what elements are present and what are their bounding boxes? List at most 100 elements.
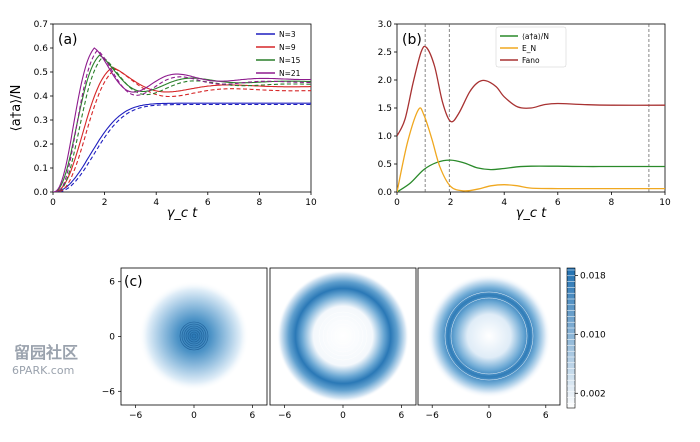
panel-b-ytick-label: 2.0 bbox=[378, 76, 393, 86]
heatmap-1-xtick-label: −6 bbox=[129, 411, 143, 421]
series-b2-line bbox=[397, 107, 665, 192]
series-n9-line bbox=[53, 66, 311, 192]
panel-a-xlabel: γ_c t bbox=[167, 206, 198, 221]
contour-line bbox=[326, 319, 360, 353]
panel-a-ticks: 0 2 4 6 8 10 0.0 0.1 0.2 0.3 0.4 0.5 0.6 0.7 bbox=[34, 20, 317, 208]
heatmap-1-density bbox=[139, 281, 249, 391]
legend-n15-label: N=15 bbox=[279, 56, 301, 65]
heatmap-2-xtick-label: 0 bbox=[340, 411, 346, 421]
contour-line bbox=[187, 329, 201, 343]
panel-b-ytick-label: 0.0 bbox=[378, 188, 393, 198]
colorbar-ticks: 0.018 0.010 0.002 bbox=[575, 271, 606, 399]
legend-b1-label: ⟨a†a⟩/N bbox=[522, 32, 549, 41]
colorbar-tick-label: 0.018 bbox=[580, 271, 606, 281]
contour-line bbox=[191, 333, 197, 339]
panel-a-ytick-label: 0.7 bbox=[34, 20, 48, 30]
series-n21-line bbox=[53, 47, 311, 192]
watermark-cn: 留园社区 bbox=[14, 343, 78, 362]
panel-b-legend-box bbox=[495, 26, 567, 68]
panel-a-xtick-label: 8 bbox=[257, 198, 263, 208]
heatmap-ytick-label: 6 bbox=[109, 278, 115, 288]
heatmap-2 bbox=[269, 267, 417, 406]
contour-line bbox=[318, 311, 368, 361]
panel-b-xtick-label: 0 bbox=[394, 198, 400, 208]
series-n15-dashed bbox=[53, 57, 311, 192]
heatmap-3-xtick-label: 6 bbox=[543, 411, 549, 421]
contour-line bbox=[330, 323, 356, 349]
colorbar-tick-label: 0.010 bbox=[580, 330, 606, 340]
panel-b-label: (b) bbox=[402, 32, 422, 48]
panel-b-ytick-label: 3.0 bbox=[378, 20, 393, 30]
heatmap-3-xtick-label: 0 bbox=[486, 411, 492, 421]
panel-a-xtick-label: 4 bbox=[153, 198, 159, 208]
panel-a-xtick-label: 2 bbox=[102, 198, 108, 208]
colorbar-tick-label: 0.002 bbox=[580, 389, 606, 399]
panel-b-vlines bbox=[424, 24, 650, 192]
panel-b-xlabel: γ_c t bbox=[516, 206, 547, 221]
panel-c: −6 0 6 −6 0 6 −6 0 6 6 0 −6 (c) 0.018 0.010 0.002 bbox=[102, 267, 606, 421]
contour-line bbox=[450, 297, 528, 375]
panel-a-xtick-label: 10 bbox=[305, 198, 317, 208]
legend-b2-label: E_N bbox=[522, 44, 536, 53]
contour-line bbox=[322, 315, 364, 357]
panel-b-ytick-label: 0.5 bbox=[378, 160, 392, 170]
panel-c-ticks: −6 0 6 −6 0 6 −6 0 6 6 0 −6 bbox=[102, 278, 549, 421]
contour-line bbox=[444, 291, 534, 381]
legend-n9-label: N=9 bbox=[279, 43, 296, 52]
panel-b-legend: ⟨a†a⟩/N E_N Fano bbox=[495, 26, 567, 68]
panel-b-xtick-label: 10 bbox=[659, 198, 671, 208]
panel-b-lines bbox=[397, 45, 665, 192]
series-n3-line bbox=[53, 102, 311, 192]
panel-a-ytick-label: 0.2 bbox=[34, 140, 48, 150]
contour-line bbox=[334, 327, 352, 345]
series-n15-line bbox=[53, 54, 311, 192]
panel-b-ytick-label: 2.5 bbox=[378, 48, 392, 58]
panel-a-xtick-label: 6 bbox=[205, 198, 211, 208]
heatmap-ytick-label: 0 bbox=[109, 333, 115, 343]
panel-c-label: (c) bbox=[124, 274, 143, 290]
panel-b-ytick-label: 1.5 bbox=[378, 104, 392, 114]
heatmap-1-xtick-label: 6 bbox=[250, 411, 256, 421]
panel-b-ytick-label: 1.0 bbox=[378, 132, 393, 142]
series-b1-line bbox=[397, 159, 665, 192]
panel-a-ytick-label: 0.6 bbox=[34, 44, 49, 54]
panel-a-xtick-label: 0 bbox=[50, 198, 56, 208]
colorbar-lines bbox=[567, 269, 575, 404]
panel-a-frame bbox=[52, 23, 312, 193]
panel-a: 0 2 4 6 8 10 0.0 0.1 0.2 0.3 0.4 0.5 0.6 0.7 (a) ⟨a†a… bbox=[9, 20, 317, 221]
heatmap-2-xtick-label: −6 bbox=[278, 411, 292, 421]
colorbar: 0.018 0.010 0.002 bbox=[566, 267, 606, 409]
series-n9-dashed bbox=[53, 68, 311, 192]
heatmap-3-density bbox=[427, 274, 551, 398]
heatmap-3 bbox=[417, 267, 561, 406]
heatmap-3-contours bbox=[444, 291, 534, 381]
panel-a-ytick-label: 0.5 bbox=[34, 68, 48, 78]
legend-n21-label: N=21 bbox=[279, 69, 301, 78]
series-b3-line bbox=[397, 45, 665, 137]
heatmap-2-density bbox=[277, 270, 409, 402]
contour-line bbox=[179, 321, 209, 351]
panel-b-ticks: 0 2 4 6 8 10 0.0 0.5 1.0 1.5 2.0 2.5 3.0 bbox=[378, 20, 671, 208]
watermark-en: 6PARK.com bbox=[12, 364, 74, 377]
panel-a-ytick-label: 0.1 bbox=[34, 164, 48, 174]
contour-line bbox=[183, 325, 205, 347]
contour-line bbox=[189, 331, 199, 341]
series-n3-dashed bbox=[53, 103, 311, 192]
heatmap-1-contours bbox=[179, 321, 209, 351]
heatmap-1-xtick-label: 0 bbox=[191, 411, 197, 421]
panel-a-ylabel: ⟨a†a⟩/N bbox=[9, 85, 24, 132]
heatmap-2-contours bbox=[318, 311, 368, 361]
colorbar-bar bbox=[566, 267, 576, 409]
legend-b3-label: Fano bbox=[522, 56, 540, 65]
panel-a-ytick-label: 0.0 bbox=[34, 188, 49, 198]
panel-a-ytick-label: 0.3 bbox=[34, 116, 48, 126]
panel-b-xtick-label: 2 bbox=[448, 198, 454, 208]
heatmap-2-xtick-label: 6 bbox=[399, 411, 405, 421]
contour-line bbox=[185, 327, 203, 345]
heatmap-1 bbox=[120, 267, 268, 406]
legend-n3-label: N=3 bbox=[279, 30, 296, 39]
heatmap-ytick-label: −6 bbox=[102, 387, 116, 397]
panel-b-xtick-label: 6 bbox=[555, 198, 561, 208]
panel-a-ytick-label: 0.4 bbox=[34, 92, 49, 102]
